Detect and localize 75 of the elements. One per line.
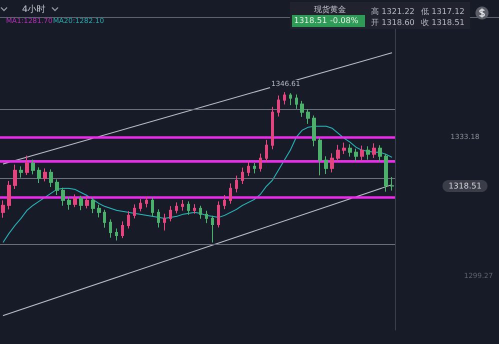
chart-title: 现货黄金 [314,4,346,15]
candlestick [336,144,340,162]
candlestick [157,208,160,228]
candlestick [91,197,95,214]
candlestick [342,142,346,154]
annotation: 1318.51 [294,16,328,25]
candlestick [139,198,142,212]
annotation: 开 1318.60 [371,17,415,28]
text: 高 1321.22 [371,6,415,17]
text: 低 1317.12 [421,6,465,17]
candlestick [109,218,112,238]
candlestick [289,92,292,106]
candlestick [247,160,250,176]
candlestick [265,139,268,163]
candlestick [199,205,202,220]
candlestick [61,187,65,206]
candlestick [211,215,214,243]
candlestick [43,168,47,182]
candlestick [175,202,178,214]
candlestick [277,94,280,118]
candlestick [283,92,286,106]
candlestick [31,159,35,175]
candlestick [295,94,298,110]
candlestick [229,182,232,204]
text: 4小时 [22,4,46,16]
candlestick [330,152,334,173]
candlestick [312,115,316,147]
candlestick [151,197,154,217]
candlestick [259,153,262,172]
annotation: -0.08% [330,16,358,25]
candlestick [49,168,53,188]
candlestick [378,144,382,162]
candlestick [348,144,352,158]
candlestick [324,156,328,174]
candlestick [241,167,244,185]
candlestick [85,196,89,209]
candlestick [37,166,41,184]
candlestick [97,204,101,218]
candlestick [1,200,5,218]
candlestick [79,195,83,211]
candlestick [13,164,17,190]
candlestick [253,162,256,174]
candlestick [300,100,304,118]
candlestick [103,209,106,228]
candlestick [181,200,184,212]
candlestick [115,228,118,241]
candlestick [19,166,23,178]
candlestick [235,175,238,193]
candlestick [205,210,208,224]
candlestick [366,146,370,160]
candlestick [55,178,59,196]
candlestick [7,180,11,210]
candlestick [354,148,358,162]
candlestick [187,200,190,216]
candlestick [384,153,388,192]
candlestick [73,194,77,208]
candlestick [318,137,322,176]
candlestick [193,204,196,214]
candlestick [25,155,29,176]
candlestick [163,213,166,231]
candlestick [372,142,376,158]
text: 收 1318.51 [421,17,465,28]
candlestick [360,145,364,162]
candlestick [223,194,226,210]
candlestick [306,108,310,124]
candlestick [217,200,220,228]
candlestick [390,176,394,192]
candlestick [121,220,124,239]
candlestick [127,210,130,229]
line-series [2,126,393,243]
candlestick [169,206,172,222]
candlestick [271,106,274,150]
candlestick [145,196,148,208]
candlestick [133,204,136,219]
candlestick [67,196,71,210]
